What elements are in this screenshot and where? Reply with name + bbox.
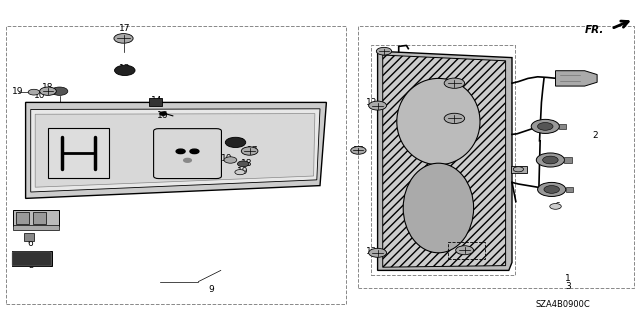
Polygon shape xyxy=(12,251,52,266)
FancyBboxPatch shape xyxy=(12,252,51,266)
Polygon shape xyxy=(378,51,512,270)
Bar xyxy=(33,212,46,224)
Text: 17: 17 xyxy=(247,146,259,155)
Circle shape xyxy=(538,123,553,130)
Text: 10: 10 xyxy=(221,154,233,163)
Circle shape xyxy=(543,156,558,164)
Bar xyxy=(16,212,29,224)
Bar xyxy=(511,166,527,173)
Circle shape xyxy=(376,47,392,55)
Circle shape xyxy=(536,153,564,167)
Bar xyxy=(24,233,34,241)
Text: 13: 13 xyxy=(234,138,246,147)
Text: 19: 19 xyxy=(12,87,24,96)
Circle shape xyxy=(225,137,246,148)
Text: 2: 2 xyxy=(593,132,598,140)
Text: 6: 6 xyxy=(28,239,33,248)
Circle shape xyxy=(369,248,387,257)
Text: 5: 5 xyxy=(28,261,33,270)
Circle shape xyxy=(115,65,135,76)
Circle shape xyxy=(224,157,237,163)
Bar xyxy=(13,210,59,226)
Text: 1: 1 xyxy=(566,274,571,283)
Text: 8: 8 xyxy=(455,114,460,123)
Text: 13: 13 xyxy=(119,64,131,73)
Bar xyxy=(6,26,346,304)
Circle shape xyxy=(160,112,166,115)
Ellipse shape xyxy=(397,78,480,165)
Circle shape xyxy=(184,158,191,162)
Text: 17: 17 xyxy=(119,24,131,33)
Bar xyxy=(48,128,109,178)
Circle shape xyxy=(456,246,474,255)
Bar xyxy=(13,225,59,230)
Circle shape xyxy=(351,147,366,154)
Bar xyxy=(371,45,515,275)
Text: 17: 17 xyxy=(353,146,364,155)
Text: 12: 12 xyxy=(365,98,377,107)
Circle shape xyxy=(538,182,566,196)
Polygon shape xyxy=(556,71,597,86)
Ellipse shape xyxy=(403,163,474,253)
Text: 18: 18 xyxy=(42,84,54,92)
Polygon shape xyxy=(26,102,326,198)
Circle shape xyxy=(40,87,56,95)
Text: 12: 12 xyxy=(365,247,377,256)
Polygon shape xyxy=(31,109,320,192)
Text: FR.: FR. xyxy=(585,25,604,35)
Text: 11: 11 xyxy=(93,172,105,180)
Text: 19: 19 xyxy=(237,167,249,176)
Circle shape xyxy=(531,119,559,133)
Circle shape xyxy=(114,34,133,43)
Text: 15: 15 xyxy=(465,244,476,252)
Circle shape xyxy=(444,113,465,124)
Bar xyxy=(358,26,634,288)
Circle shape xyxy=(550,204,561,209)
Circle shape xyxy=(190,149,199,154)
Bar xyxy=(448,242,485,259)
Circle shape xyxy=(235,170,245,175)
Text: 10: 10 xyxy=(34,92,45,100)
Circle shape xyxy=(544,186,559,193)
Circle shape xyxy=(237,161,249,167)
Text: 3: 3 xyxy=(566,282,571,291)
Text: 9: 9 xyxy=(209,285,214,294)
Polygon shape xyxy=(383,55,506,267)
Text: 7: 7 xyxy=(458,162,463,171)
Circle shape xyxy=(513,167,524,172)
Text: 8: 8 xyxy=(455,79,460,88)
Circle shape xyxy=(444,78,465,88)
Text: 16: 16 xyxy=(157,111,169,120)
Bar xyxy=(564,157,572,163)
Circle shape xyxy=(241,147,258,155)
Bar xyxy=(559,124,566,129)
Circle shape xyxy=(369,101,387,110)
Text: 4: 4 xyxy=(22,210,27,219)
Bar xyxy=(566,187,573,192)
Text: 6: 6 xyxy=(554,202,559,211)
Polygon shape xyxy=(35,114,315,187)
Circle shape xyxy=(51,87,68,95)
Circle shape xyxy=(176,149,185,154)
Text: SZA4B0900C: SZA4B0900C xyxy=(536,300,591,309)
Text: 18: 18 xyxy=(241,159,252,168)
Bar xyxy=(149,98,162,106)
FancyBboxPatch shape xyxy=(154,129,221,179)
Text: 14: 14 xyxy=(151,96,163,105)
Circle shape xyxy=(28,89,40,95)
